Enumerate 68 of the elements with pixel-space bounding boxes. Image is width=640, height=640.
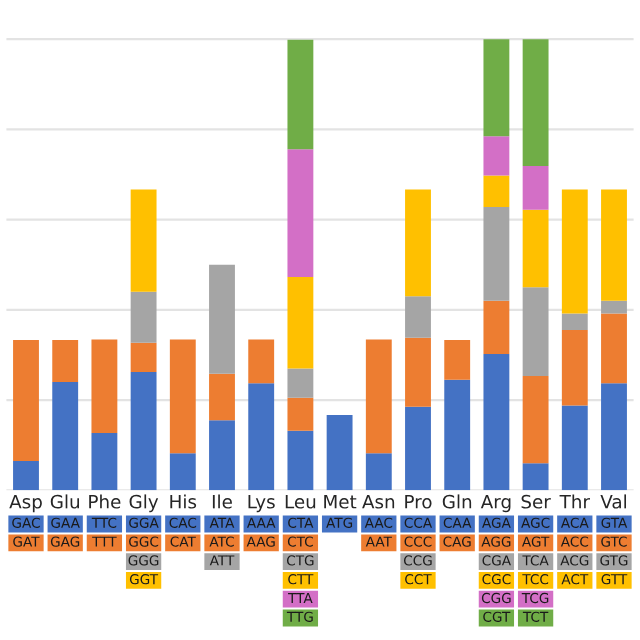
bar bbox=[522, 376, 549, 464]
bar bbox=[483, 354, 510, 491]
bar bbox=[209, 373, 235, 421]
bar bbox=[287, 430, 314, 491]
bar bbox=[287, 39, 314, 150]
bar bbox=[522, 209, 549, 288]
bar bbox=[405, 337, 431, 407]
bar bbox=[561, 405, 588, 491]
bar bbox=[91, 432, 118, 491]
bar bbox=[601, 383, 627, 491]
bar bbox=[405, 189, 431, 297]
x-tick-label: Ser bbox=[521, 494, 551, 509]
bar bbox=[483, 39, 510, 137]
bar bbox=[91, 339, 118, 433]
bar bbox=[561, 313, 588, 331]
bar bbox=[444, 340, 471, 380]
bar bbox=[52, 381, 79, 491]
bar bbox=[13, 340, 39, 461]
x-tick-label: Thr bbox=[559, 494, 590, 509]
bar bbox=[287, 368, 314, 398]
bar bbox=[209, 264, 235, 374]
bar bbox=[483, 136, 510, 176]
x-tick-label: Arg bbox=[480, 494, 511, 513]
bar bbox=[13, 460, 39, 491]
bar bbox=[522, 287, 549, 377]
bar bbox=[52, 340, 79, 382]
bar bbox=[169, 453, 196, 491]
bar bbox=[561, 330, 588, 406]
bar bbox=[365, 453, 392, 491]
bar bbox=[522, 463, 549, 491]
bar bbox=[248, 383, 275, 491]
bar bbox=[522, 39, 549, 166]
x-tick-label: Ile bbox=[212, 494, 232, 509]
bar bbox=[130, 291, 157, 343]
bar bbox=[483, 300, 510, 355]
bar bbox=[287, 276, 314, 369]
bar bbox=[169, 339, 196, 454]
x-tick-label: Asn bbox=[362, 494, 395, 509]
x-tick-label: Gly bbox=[129, 494, 159, 513]
x-tick-label: His bbox=[170, 494, 197, 509]
x-tick-label: Gln bbox=[442, 494, 472, 509]
bar bbox=[601, 313, 627, 384]
bar bbox=[601, 189, 627, 301]
bar bbox=[405, 296, 431, 338]
x-tick-label: Pro bbox=[405, 494, 432, 509]
bar bbox=[483, 206, 510, 301]
x-tick-label: Leu bbox=[285, 494, 316, 509]
bar bbox=[287, 397, 314, 431]
bar bbox=[130, 342, 157, 373]
bar bbox=[522, 165, 549, 210]
x-tick-label: Glu bbox=[50, 494, 79, 509]
bar bbox=[248, 339, 275, 384]
bar bbox=[130, 189, 157, 292]
bar bbox=[130, 372, 157, 491]
bar bbox=[483, 175, 510, 207]
x-tick-label: Met bbox=[324, 494, 357, 509]
bar bbox=[561, 189, 588, 314]
bar bbox=[287, 149, 314, 277]
bar bbox=[444, 379, 471, 491]
bar bbox=[365, 339, 392, 454]
bar bbox=[209, 420, 235, 491]
bar bbox=[326, 414, 353, 491]
x-tick-label: Val bbox=[600, 494, 627, 509]
x-tick-label: Asp bbox=[9, 494, 42, 513]
bar bbox=[601, 300, 627, 314]
x-tick-label: Lys bbox=[248, 494, 275, 513]
x-tick-label: Phe bbox=[89, 494, 121, 509]
bar bbox=[405, 406, 431, 491]
